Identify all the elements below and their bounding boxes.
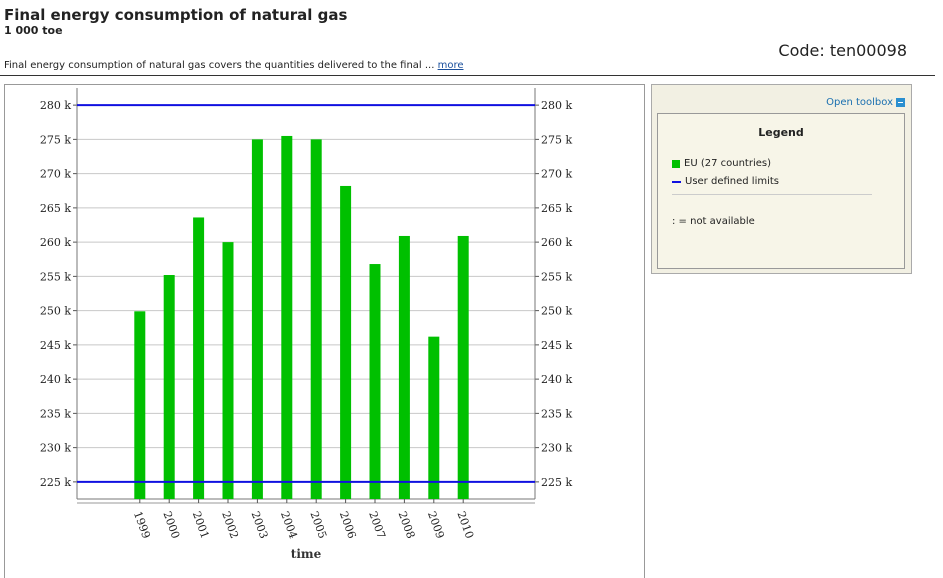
x-tick-label: 1999 bbox=[131, 510, 153, 541]
x-tick-label: 2007 bbox=[366, 510, 388, 541]
dataset-code: Code: ten00098 bbox=[778, 41, 907, 60]
x-tick-label: 2010 bbox=[454, 510, 476, 541]
legend-title: Legend bbox=[758, 126, 804, 139]
y-tick-label-right: 250 k bbox=[541, 305, 572, 318]
bar bbox=[310, 139, 322, 499]
x-tick-label: 2001 bbox=[190, 510, 212, 541]
bar bbox=[340, 185, 352, 499]
bar bbox=[281, 135, 293, 499]
y-tick-label-right: 255 k bbox=[541, 270, 572, 283]
open-toolbox-button[interactable]: Open toolbox bbox=[826, 97, 905, 108]
legend-note: : = not available bbox=[672, 216, 755, 227]
y-tick-label-left: 250 k bbox=[40, 305, 71, 318]
bar bbox=[428, 336, 440, 499]
chart-unit: 1 000 toe bbox=[4, 24, 63, 37]
legend-item-limits: User defined limits bbox=[672, 176, 779, 187]
x-tick-label: 2000 bbox=[160, 510, 182, 541]
x-axis-title: time bbox=[291, 547, 322, 561]
more-link[interactable]: more bbox=[437, 60, 464, 71]
bar bbox=[222, 242, 234, 499]
open-toolbox-label: Open toolbox bbox=[826, 97, 893, 108]
y-tick-label-right: 240 k bbox=[541, 373, 572, 386]
y-tick-label-right: 260 k bbox=[541, 236, 572, 249]
y-tick-label-left: 225 k bbox=[40, 476, 71, 489]
x-tick-label: 2005 bbox=[307, 510, 329, 541]
legend-item-eu: EU (27 countries) bbox=[672, 158, 771, 169]
bar bbox=[251, 139, 263, 499]
y-tick-label-left: 230 k bbox=[40, 442, 71, 455]
y-tick-label-right: 280 k bbox=[541, 99, 572, 112]
x-tick-label: 2009 bbox=[425, 510, 447, 541]
y-tick-label-left: 235 k bbox=[40, 407, 71, 420]
y-tick-label-right: 265 k bbox=[541, 202, 572, 215]
chart-container: 225 k 225 k 230 k 230 k 235 k 235 k 240 k 240 k… bbox=[4, 84, 645, 578]
y-tick-label-left: 275 k bbox=[40, 133, 71, 146]
bar bbox=[369, 264, 381, 499]
legend-divider bbox=[672, 194, 872, 195]
x-tick-label: 2004 bbox=[278, 510, 300, 541]
y-tick-label-right: 230 k bbox=[541, 442, 572, 455]
y-tick-label-right: 225 k bbox=[541, 476, 572, 489]
bar bbox=[398, 235, 410, 499]
bar bbox=[457, 235, 469, 499]
y-tick-label-left: 270 k bbox=[40, 168, 71, 181]
y-tick-label-right: 270 k bbox=[541, 168, 572, 181]
y-tick-label-left: 260 k bbox=[40, 236, 71, 249]
header-divider bbox=[0, 75, 935, 76]
legend: Legend EU (27 countries) User defined li… bbox=[657, 113, 905, 269]
y-tick-label-right: 245 k bbox=[541, 339, 572, 352]
legend-label-eu: EU (27 countries) bbox=[684, 158, 771, 169]
legend-swatch-bar bbox=[672, 159, 680, 168]
y-tick-label-left: 280 k bbox=[40, 99, 71, 112]
chart-title: Final energy consumption of natural gas bbox=[4, 6, 348, 24]
y-tick-label-right: 235 k bbox=[541, 407, 572, 420]
bar bbox=[134, 311, 146, 499]
collapse-icon bbox=[896, 98, 905, 107]
dataset-description: Final energy consumption of natural gas … bbox=[4, 60, 464, 71]
x-tick-label: 2003 bbox=[249, 510, 271, 541]
x-tick-label: 2006 bbox=[337, 510, 359, 541]
y-tick-label-right: 275 k bbox=[541, 133, 572, 146]
legend-label-limits: User defined limits bbox=[685, 176, 779, 187]
side-panel: Open toolbox Legend EU (27 countries) Us… bbox=[651, 84, 912, 274]
description-text: Final energy consumption of natural gas … bbox=[4, 60, 435, 71]
bar-chart: 225 k 225 k 230 k 230 k 235 k 235 k 240 k 240 k… bbox=[40, 88, 572, 561]
legend-swatch-line bbox=[672, 180, 681, 183]
x-tick-label: 2002 bbox=[219, 510, 241, 541]
y-tick-label-left: 265 k bbox=[40, 202, 71, 215]
y-tick-label-left: 255 k bbox=[40, 270, 71, 283]
x-tick-label: 2008 bbox=[396, 510, 418, 541]
bar bbox=[193, 217, 205, 499]
bar bbox=[163, 275, 175, 499]
y-tick-label-left: 240 k bbox=[40, 373, 71, 386]
y-tick-label-left: 245 k bbox=[40, 339, 71, 352]
